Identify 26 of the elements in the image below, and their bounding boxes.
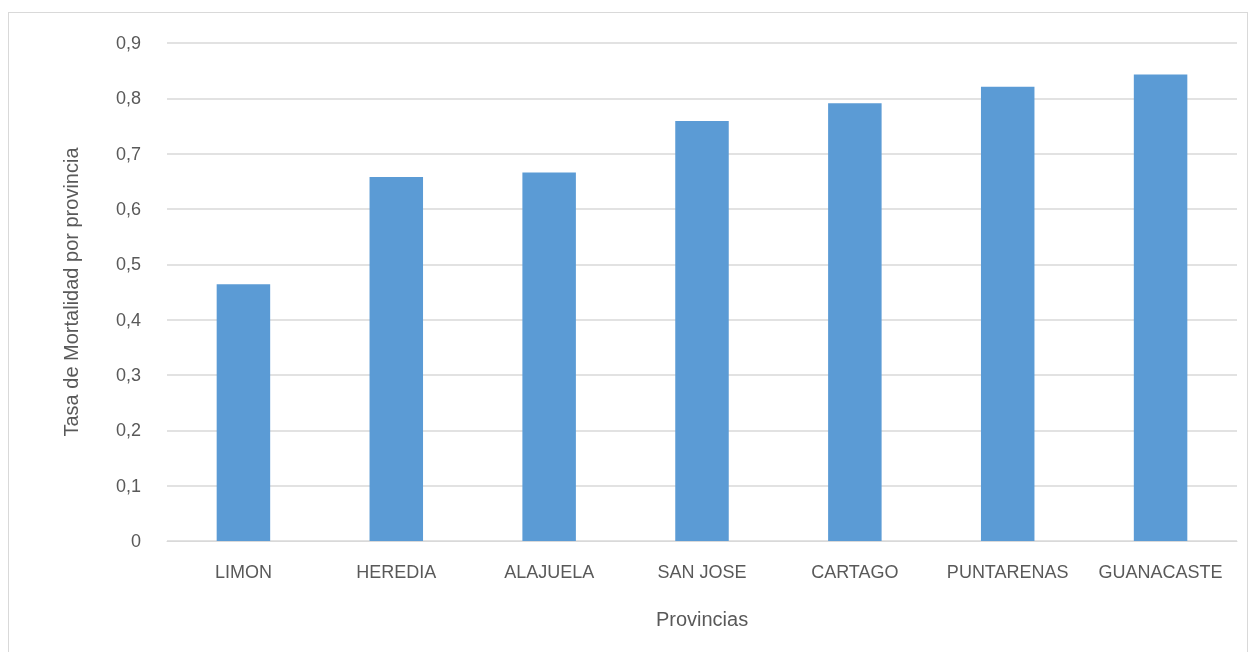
x-tick-label: LIMON: [214, 562, 272, 582]
y-tick-label: 0,5: [115, 254, 141, 275]
bar: [980, 86, 1035, 541]
y-tick-label: 0,7: [115, 143, 141, 164]
y-tick-label: 0: [130, 531, 141, 551]
y-tick-label: 0,9: [115, 33, 141, 53]
bar: [1133, 74, 1188, 541]
bar: [828, 103, 882, 541]
x-axis-title: Provincias: [655, 608, 749, 630]
y-tick-label: 0,3: [115, 365, 141, 385]
y-axis-title: Tasa de Mortalidad por provincia: [60, 146, 82, 437]
x-tick-label: CARTAGO: [811, 562, 899, 582]
bar: [522, 172, 576, 541]
y-tick-label: 0,6: [115, 199, 141, 219]
y-tick-label: 0,1: [115, 475, 141, 496]
x-tick-label: SAN JOSE: [657, 562, 747, 582]
y-tick-label: 0,2: [115, 420, 141, 441]
y-tick-label: 0,8: [115, 88, 141, 109]
x-tick-label: GUANACASTE: [1098, 562, 1223, 582]
bar: [369, 176, 424, 541]
x-tick-label: HEREDIA: [356, 562, 437, 582]
bar: [216, 284, 271, 541]
bar: [675, 121, 729, 541]
x-tick-label: PUNTARENAS: [946, 562, 1069, 582]
x-tick-label: ALAJUELA: [504, 562, 595, 582]
y-tick-label: 0,4: [115, 309, 141, 330]
